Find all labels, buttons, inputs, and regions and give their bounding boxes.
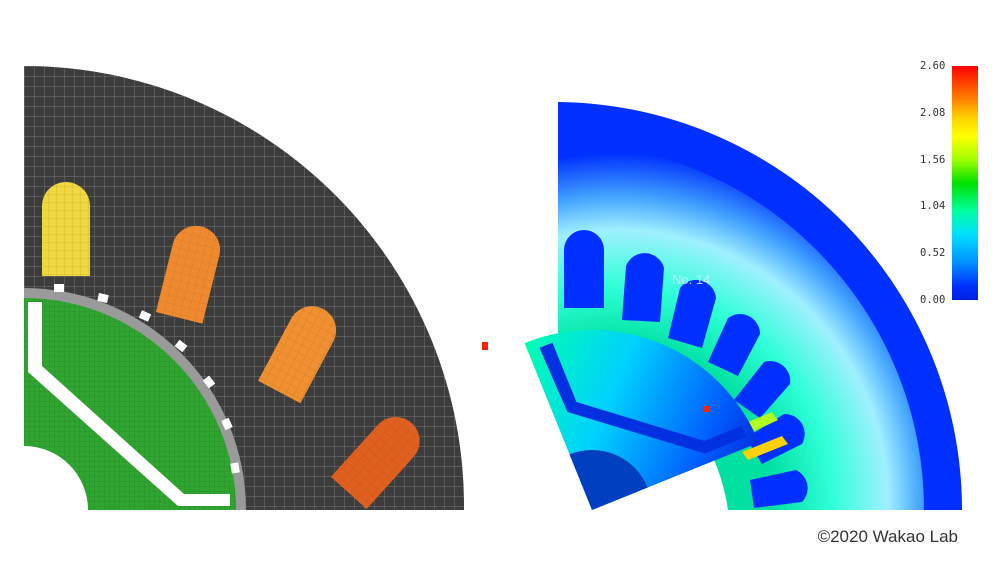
rotor-sector — [524, 330, 759, 510]
stator-slots — [564, 230, 808, 508]
colorbar-legend: 2.60 2.08 1.56 1.04 0.52 0.00 — [920, 60, 980, 306]
colorbar-tick: 2.08 — [920, 107, 946, 119]
shaft-hole — [24, 446, 88, 510]
coil-slot-3 — [258, 306, 337, 404]
coil-slot-2 — [155, 225, 220, 324]
flux-hotspot — [704, 406, 710, 412]
colorbar-tick: 2.60 — [920, 60, 946, 72]
colorbar-tick: 0.52 — [920, 247, 946, 259]
magnet-barrier — [28, 302, 230, 506]
flux-density-panel — [482, 102, 962, 510]
colorbar-tick: 1.04 — [920, 200, 946, 212]
colorbar-tick: 1.56 — [920, 154, 946, 166]
coil-slot-1 — [42, 182, 90, 276]
colorbar-tick: 0.00 — [920, 294, 946, 306]
flux-hotspot — [482, 342, 488, 350]
copyright-text: ©2020 Wakao Lab — [817, 527, 958, 546]
coil-slot-4 — [330, 416, 420, 510]
coil-slots — [42, 182, 420, 510]
colorbar-gradient — [952, 66, 978, 300]
gap-teeth — [54, 284, 240, 474]
fem-mesh-panel — [24, 66, 464, 510]
mesh-number-label: No. 14 — [672, 272, 711, 287]
